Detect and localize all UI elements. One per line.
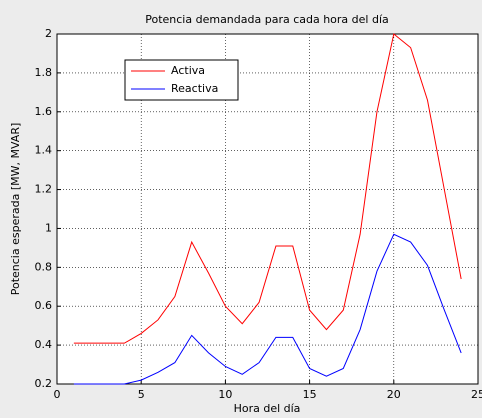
axes-box xyxy=(56,33,479,385)
y-tick-label: 0.4 xyxy=(35,338,53,351)
legend-label: Reactiva xyxy=(171,82,218,95)
y-tick-label: 1.4 xyxy=(35,144,53,157)
x-tick-label: 0 xyxy=(54,388,61,401)
legend-box xyxy=(124,59,239,101)
y-tick-label: 2 xyxy=(45,27,52,40)
x-tick-label: 20 xyxy=(387,388,401,401)
y-tick-label: 1.8 xyxy=(35,66,53,79)
x-tick-label: 25 xyxy=(471,388,482,401)
data-line xyxy=(73,233,462,385)
x-tick-label: 10 xyxy=(218,388,232,401)
x-tick-label: 5 xyxy=(138,388,145,401)
x-axis-label: Hora del día xyxy=(234,402,301,415)
y-tick-label: 1.2 xyxy=(35,183,53,196)
data-line xyxy=(73,33,462,344)
plot-area xyxy=(57,34,478,384)
y-axis-label: Potencia esperada [MW, MVAR] xyxy=(9,123,22,296)
legend-label: Activa xyxy=(171,64,205,77)
y-tick-label: 0.8 xyxy=(35,260,53,273)
y-tick-label: 0.6 xyxy=(35,299,53,312)
y-tick-label: 0.2 xyxy=(35,377,53,390)
x-tick-label: 15 xyxy=(303,388,317,401)
y-tick-label: 1 xyxy=(45,221,52,234)
chart-title: Potencia demandada para cada hora del dí… xyxy=(145,13,389,26)
y-tick-label: 1.6 xyxy=(35,105,53,118)
